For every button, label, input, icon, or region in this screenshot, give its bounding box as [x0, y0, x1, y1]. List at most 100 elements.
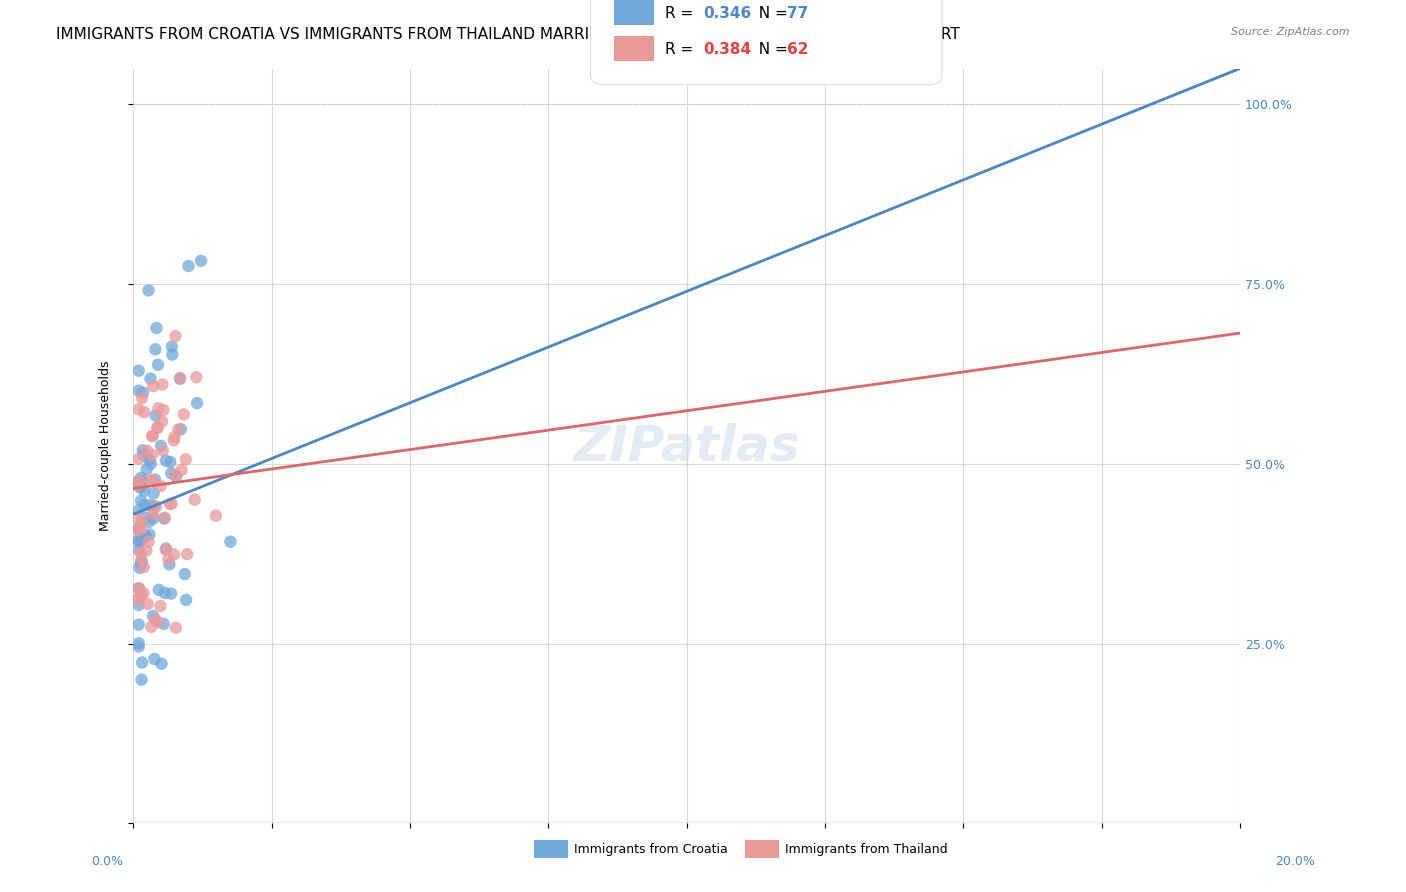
Point — [177, 259, 200, 273]
Point — [128, 591, 150, 606]
Point — [128, 364, 150, 378]
Point — [129, 471, 152, 485]
Point — [145, 613, 167, 627]
Point — [165, 621, 187, 635]
Text: 0.384: 0.384 — [703, 42, 751, 56]
Point — [157, 558, 180, 572]
Point — [131, 391, 153, 405]
Y-axis label: Married-couple Households: Married-couple Households — [100, 360, 112, 532]
Point — [134, 498, 156, 512]
Point — [128, 582, 150, 596]
Point — [190, 253, 212, 268]
Point — [150, 377, 173, 392]
Text: ZIPatlas: ZIPatlas — [574, 422, 800, 470]
Point — [219, 534, 242, 549]
Point — [135, 529, 157, 543]
Point — [135, 529, 157, 543]
Text: IMMIGRANTS FROM CROATIA VS IMMIGRANTS FROM THAILAND MARRIED-COUPLE HOUSEHOLDS CO: IMMIGRANTS FROM CROATIA VS IMMIGRANTS FR… — [56, 27, 960, 42]
Point — [131, 475, 153, 489]
Point — [138, 534, 160, 549]
Point — [128, 542, 150, 557]
Point — [170, 422, 193, 436]
Point — [150, 657, 173, 671]
Point — [128, 617, 150, 632]
Point — [152, 403, 174, 417]
Point — [128, 503, 150, 517]
Point — [135, 543, 157, 558]
Point — [163, 434, 186, 448]
Point — [131, 588, 153, 602]
Text: Immigrants from Croatia: Immigrants from Croatia — [574, 843, 727, 855]
Point — [142, 486, 165, 500]
Point — [141, 448, 163, 462]
Point — [173, 567, 195, 582]
Point — [145, 409, 167, 423]
Point — [174, 452, 197, 467]
Point — [186, 370, 208, 384]
Text: 77: 77 — [787, 6, 808, 21]
Point — [159, 455, 181, 469]
Point — [145, 343, 167, 357]
Point — [169, 371, 191, 385]
Point — [159, 497, 181, 511]
Point — [129, 493, 152, 508]
Point — [183, 492, 205, 507]
Point — [167, 423, 190, 437]
Point — [152, 443, 174, 458]
Point — [139, 498, 162, 512]
Point — [131, 533, 153, 547]
Point — [128, 384, 150, 398]
Point — [136, 597, 159, 611]
Point — [128, 598, 150, 612]
Point — [165, 329, 187, 343]
Point — [132, 560, 155, 574]
Point — [150, 414, 173, 428]
Point — [153, 586, 176, 600]
Point — [163, 430, 186, 444]
Point — [132, 448, 155, 462]
Point — [162, 347, 184, 361]
Point — [155, 541, 177, 556]
Point — [148, 582, 170, 597]
Point — [163, 548, 186, 562]
Text: 62: 62 — [787, 42, 808, 56]
Point — [128, 640, 150, 654]
Point — [169, 372, 191, 386]
Point — [149, 599, 172, 613]
Point — [142, 511, 165, 525]
Point — [160, 586, 183, 600]
Point — [128, 523, 150, 537]
Point — [153, 511, 176, 525]
Point — [128, 476, 150, 491]
Point — [149, 439, 172, 453]
Point — [143, 652, 166, 666]
Point — [165, 469, 187, 483]
Point — [128, 478, 150, 492]
Point — [152, 616, 174, 631]
Point — [131, 514, 153, 528]
Point — [132, 385, 155, 400]
Point — [143, 500, 166, 514]
Point — [132, 586, 155, 600]
Point — [128, 475, 150, 489]
Point — [157, 552, 180, 566]
Point — [173, 408, 195, 422]
Point — [128, 475, 150, 489]
Point — [128, 474, 150, 488]
Point — [153, 510, 176, 524]
Point — [128, 521, 150, 535]
Point — [146, 358, 169, 372]
Text: N =: N = — [749, 6, 793, 21]
Point — [170, 463, 193, 477]
Point — [139, 371, 162, 385]
Point — [145, 321, 167, 335]
Point — [129, 480, 152, 494]
Point — [205, 508, 228, 523]
Point — [128, 636, 150, 650]
Point — [160, 339, 183, 353]
Point — [141, 429, 163, 443]
Point — [141, 429, 163, 443]
Point — [142, 507, 165, 521]
Point — [138, 515, 160, 529]
Point — [128, 591, 150, 606]
